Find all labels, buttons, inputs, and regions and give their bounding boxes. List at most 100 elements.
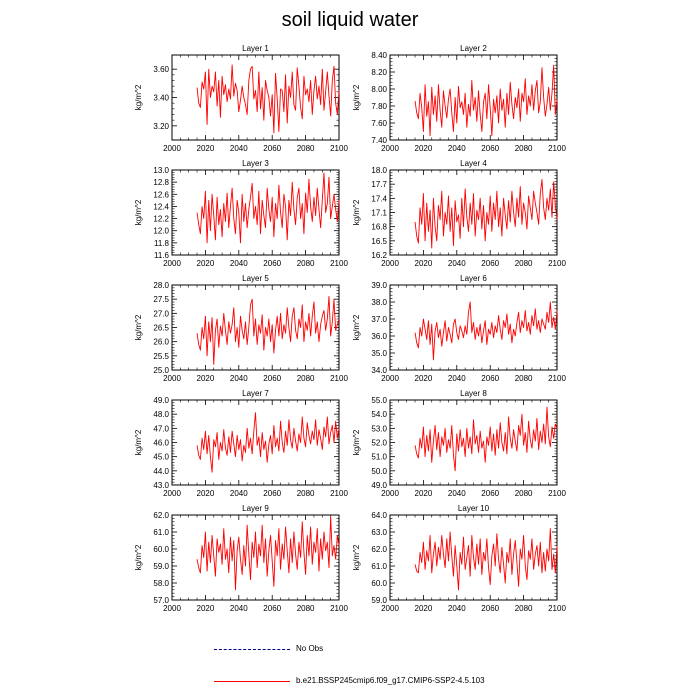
page-title: soil liquid water xyxy=(281,9,419,31)
y-tick-label: 61.0 xyxy=(153,528,169,537)
y-axis-label: kg/m^2 xyxy=(352,544,361,570)
x-tick-label: 2060 xyxy=(263,604,281,613)
x-tick-label: 2040 xyxy=(448,374,466,383)
series-line xyxy=(414,178,558,249)
plot-frame xyxy=(171,514,340,601)
y-tick-label: 13.0 xyxy=(153,166,169,175)
x-tick-label: 2020 xyxy=(415,259,433,268)
y-tick-label: 38.0 xyxy=(371,298,387,307)
y-tick-label: 50.0 xyxy=(371,467,387,476)
panel-layer-4: Layer 4 16.2 16.5 16.8 17.1 17.4 17.7 18.0 2000 2… xyxy=(352,159,566,268)
plot-frame xyxy=(171,284,340,371)
x-tick-label: 2100 xyxy=(548,604,566,613)
y-tick-label: 51.0 xyxy=(371,453,387,462)
panel-title: Layer 7 xyxy=(242,389,269,398)
x-tick-label: 2040 xyxy=(230,374,248,383)
y-tick-label: 16.8 xyxy=(371,223,387,232)
panel-layer-2: Layer 2 7.40 7.60 7.80 8.00 8.20 8.40 2000 2020 2… xyxy=(352,44,566,153)
x-tick-label: 2040 xyxy=(448,604,466,613)
y-axis-label: kg/m^2 xyxy=(134,84,143,110)
y-tick-label: 59.0 xyxy=(153,562,169,571)
y-tick-label: 12.8 xyxy=(153,178,169,187)
y-tick-label: 49.0 xyxy=(153,396,169,405)
plot-frame xyxy=(171,54,340,141)
y-tick-label: 49.0 xyxy=(371,481,387,490)
y-tick-label: 45.0 xyxy=(153,453,169,462)
y-tick-label: 11.6 xyxy=(154,251,170,260)
y-tick-label: 26.0 xyxy=(153,338,169,347)
x-tick-label: 2080 xyxy=(297,144,315,153)
y-tick-label: 37.0 xyxy=(371,315,387,324)
y-tick-label: 55.0 xyxy=(371,396,387,405)
x-tick-label: 2100 xyxy=(548,144,566,153)
y-tick-label: 12.4 xyxy=(153,202,169,211)
x-tick-label: 2000 xyxy=(163,144,181,153)
x-tick-label: 2040 xyxy=(230,259,248,268)
y-tick-label: 60.0 xyxy=(153,545,169,554)
y-tick-label: 27.5 xyxy=(153,295,169,304)
y-tick-label: 48.0 xyxy=(153,410,169,419)
y-tick-label: 57.0 xyxy=(153,596,169,605)
x-tick-label: 2080 xyxy=(297,489,315,498)
y-tick-label: 52.0 xyxy=(371,439,387,448)
panel-layer-8: Layer 8 49.0 50.0 51.0 52.0 53.0 54.0 55.0 2000 2… xyxy=(352,389,566,498)
y-axis-label: kg/m^2 xyxy=(134,314,143,340)
x-tick-label: 2060 xyxy=(481,374,499,383)
x-tick-label: 2060 xyxy=(263,489,281,498)
x-tick-label: 2080 xyxy=(297,374,315,383)
x-tick-label: 2000 xyxy=(381,374,399,383)
y-tick-label: 28.0 xyxy=(153,281,169,290)
y-tick-label: 12.2 xyxy=(153,215,169,224)
y-tick-label: 18.0 xyxy=(371,166,387,175)
y-tick-label: 7.40 xyxy=(371,136,387,145)
x-tick-label: 2000 xyxy=(381,489,399,498)
plot-frame xyxy=(389,399,558,486)
legend-obs-label: No Obs xyxy=(296,644,324,653)
y-tick-label: 8.40 xyxy=(371,51,387,60)
y-tick-label: 60.0 xyxy=(371,579,387,588)
x-tick-label: 2080 xyxy=(515,259,533,268)
x-tick-label: 2020 xyxy=(197,489,215,498)
y-axis-label: kg/m^2 xyxy=(352,314,361,340)
series-line xyxy=(196,295,340,365)
y-tick-label: 3.40 xyxy=(153,94,169,103)
x-tick-label: 2020 xyxy=(415,489,433,498)
panel-title: Layer 4 xyxy=(460,159,487,168)
y-tick-label: 16.5 xyxy=(371,237,387,246)
x-tick-label: 2060 xyxy=(481,144,499,153)
y-tick-label: 11.8 xyxy=(154,239,170,248)
x-tick-label: 2100 xyxy=(548,259,566,268)
y-axis-label: kg/m^2 xyxy=(134,429,143,455)
x-tick-label: 2000 xyxy=(381,259,399,268)
x-tick-label: 2020 xyxy=(197,259,215,268)
series-line xyxy=(414,64,558,137)
x-tick-label: 2020 xyxy=(415,604,433,613)
x-tick-label: 2100 xyxy=(330,259,348,268)
x-tick-label: 2040 xyxy=(448,489,466,498)
x-tick-label: 2100 xyxy=(330,374,348,383)
y-tick-label: 16.2 xyxy=(371,251,387,260)
x-tick-label: 2060 xyxy=(481,489,499,498)
y-tick-label: 25.5 xyxy=(153,352,169,361)
y-tick-label: 36.0 xyxy=(371,332,387,341)
legend-model-line xyxy=(214,681,290,682)
y-tick-label: 3.20 xyxy=(153,122,169,131)
panel-layer-7: Layer 7 43.0 44.0 45.0 46.0 47.0 48.0 49.0 2000 2… xyxy=(134,389,348,498)
x-tick-label: 2040 xyxy=(448,259,466,268)
y-axis-label: kg/m^2 xyxy=(134,544,143,570)
y-tick-label: 34.0 xyxy=(371,366,387,375)
panel-title: Layer 1 xyxy=(242,44,269,53)
series-line xyxy=(414,406,558,472)
x-tick-label: 2080 xyxy=(515,489,533,498)
x-tick-label: 2040 xyxy=(230,604,248,613)
series-line xyxy=(414,301,558,361)
y-tick-label: 8.00 xyxy=(371,85,387,94)
y-tick-label: 39.0 xyxy=(371,281,387,290)
x-tick-label: 2000 xyxy=(163,489,181,498)
y-axis-label: kg/m^2 xyxy=(352,199,361,225)
y-tick-label: 7.80 xyxy=(371,102,387,111)
x-tick-label: 2040 xyxy=(230,144,248,153)
panel-title: Layer 2 xyxy=(460,44,487,53)
panel-title: Layer 3 xyxy=(242,159,269,168)
